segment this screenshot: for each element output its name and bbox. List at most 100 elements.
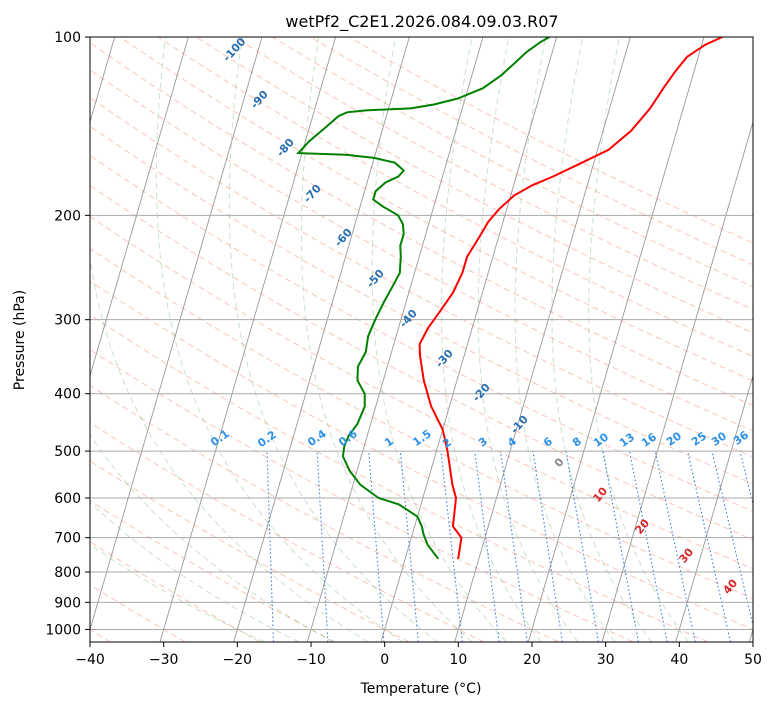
x-axis: −40 −30 −20 −10 0 10 20 30 40 50 — [75, 642, 762, 668]
x-tick-label: 10 — [449, 652, 467, 668]
moist-adiabat-label: 0 — [552, 455, 567, 469]
moist-adiabat — [90, 501, 300, 642]
mixing-ratio-label: 3 — [476, 435, 490, 450]
profiles — [296, 37, 723, 560]
y-tick-label: 200 — [54, 208, 81, 224]
isotherm-label: -90 — [248, 88, 271, 112]
dry-adiabat — [233, 37, 753, 311]
mixing-ratio-line — [266, 451, 274, 642]
mixing-ratio-label: 20 — [664, 429, 684, 449]
x-tick-label: −20 — [223, 652, 253, 668]
dry-adiabat — [90, 541, 261, 642]
isotherm — [601, 120, 753, 642]
isotherm-label: -30 — [433, 347, 456, 371]
moist-adiabat — [228, 37, 438, 642]
dry-adiabat — [90, 185, 753, 541]
isotherm — [90, 37, 189, 378]
moist-adiabat — [90, 433, 334, 642]
moist-adiabat-label: 40 — [720, 576, 740, 596]
isotherm — [527, 37, 705, 642]
dry-adiabat — [195, 37, 753, 334]
isotherm — [90, 37, 263, 632]
dry-adiabat — [90, 42, 753, 407]
moist-adiabat — [514, 37, 616, 642]
dry-adiabat — [90, 69, 753, 432]
x-axis-title: Temperature (°C) — [360, 681, 482, 697]
y-tick-label: 900 — [54, 595, 81, 611]
mixing-ratio-label: 1.5 — [410, 427, 433, 449]
mixing-ratio-label: 16 — [639, 430, 659, 450]
y-tick-label: 800 — [54, 565, 81, 581]
mixing-ratio-label: 0.1 — [208, 427, 231, 449]
chart-title: wetPf2_C2E1.2026.084.09.03.R07 — [285, 12, 558, 32]
mixing-ratio-line — [602, 450, 639, 642]
y-axis-title: Pressure (hPa) — [12, 290, 28, 390]
mixing-ratio-label: 8 — [570, 435, 584, 450]
mixing-ratio-label: 0.6 — [336, 427, 360, 449]
mixing-ratio-line — [687, 450, 732, 642]
mixing-ratio-label: 0.2 — [255, 428, 278, 450]
dry-adiabat — [90, 584, 186, 642]
moist-adiabat — [551, 37, 653, 642]
moist-adiabat-label: 10 — [590, 484, 610, 504]
y-tick-label: 300 — [54, 313, 81, 329]
y-tick-label: 600 — [54, 491, 81, 507]
mixing-ratio-line — [399, 451, 419, 642]
mixing-ratio-line — [654, 450, 696, 642]
isotherm-label: -10 — [508, 413, 531, 437]
x-tick-label: 20 — [523, 652, 541, 668]
dry-adiabat — [90, 460, 410, 642]
x-tick-label: −40 — [75, 652, 105, 668]
x-tick-label: 50 — [744, 652, 762, 668]
mixing-ratio-line — [532, 451, 563, 642]
dry-adiabat — [90, 314, 709, 642]
isotherm — [380, 37, 558, 642]
dewpoint-profile — [296, 37, 550, 560]
moist-adiabat — [371, 37, 507, 642]
mixing-ratio-line — [739, 450, 753, 506]
x-tick-label: −30 — [149, 652, 179, 668]
isotherm-label: -70 — [301, 182, 324, 206]
isotherm — [159, 37, 337, 642]
moist-adiabat — [90, 543, 265, 642]
moist-adiabat — [588, 37, 689, 642]
dry-adiabat — [90, 280, 753, 630]
isotherm — [233, 37, 410, 642]
isotherm-label: -100 — [220, 35, 248, 64]
mixing-ratio-line — [711, 450, 753, 629]
mixing-ratio-line — [765, 451, 775, 642]
temperature-profile — [418, 37, 723, 559]
dry-adiabat — [90, 125, 753, 485]
mixing-ratio-line — [316, 451, 329, 642]
y-axis: 100 200 300 400 500 600 700 800 900 1000 — [45, 30, 90, 638]
y-tick-label: 700 — [54, 531, 81, 547]
isotherm-label: -80 — [274, 136, 297, 160]
moist-adiabat — [300, 37, 473, 642]
mixing-ratio-line — [628, 450, 668, 642]
mixing-ratio-label: 0.4 — [305, 427, 329, 449]
dry-adiabat — [90, 500, 335, 642]
moist-adiabat — [440, 37, 542, 642]
x-tick-label: 30 — [597, 652, 615, 668]
isotherm-label: -20 — [470, 381, 493, 405]
dry-adiabat — [90, 349, 634, 642]
isotherm — [675, 374, 753, 642]
mixing-ratio-line — [440, 451, 463, 642]
isotherm-label: -60 — [332, 226, 355, 250]
dry-adiabat — [90, 216, 753, 570]
y-tick-label: 1000 — [45, 622, 81, 638]
x-tick-label: 40 — [670, 652, 688, 668]
dry-adiabat — [90, 155, 753, 512]
y-tick-label: 500 — [54, 444, 81, 460]
isotherm-label: -40 — [397, 307, 420, 331]
mixing-ratio-label: 6 — [541, 434, 555, 449]
isotherm — [454, 37, 631, 642]
mixing-ratio-label: 25 — [689, 429, 709, 448]
dry-adiabat — [119, 37, 753, 382]
mixing-ratio-line — [565, 451, 599, 642]
mixing-ratio-line — [499, 451, 528, 642]
mixing-ratio-label: 13 — [617, 430, 637, 449]
isotherm — [306, 37, 484, 642]
moist-adiabat-label: 20 — [632, 516, 652, 536]
